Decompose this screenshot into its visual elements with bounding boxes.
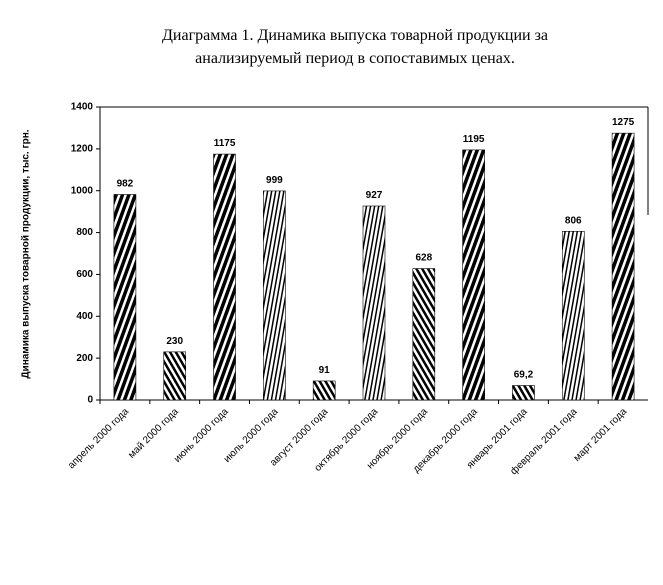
y-tick-label: 1400 [71,102,94,113]
x-tick-label: март 2001 года [572,406,630,464]
y-axis-label: Динамика выпуска товарной продукции, тыс… [21,129,32,378]
x-tick-label: май 2000 года [126,406,181,461]
x-tick-label: апрель 2000 года [66,406,131,471]
value-label: 806 [565,215,582,226]
y-tick-label: 200 [76,353,93,364]
value-label: 982 [117,178,134,189]
bar [412,268,436,401]
bar [561,231,585,401]
bar [312,380,336,401]
y-tick-label: 0 [87,395,93,406]
bar [462,149,485,401]
y-tick-label: 1200 [71,143,94,154]
bar [213,153,236,401]
value-label: 230 [166,336,183,347]
chart-title: анализируемый период в сопоставимых цена… [195,50,515,67]
value-label: 1275 [612,117,635,128]
value-label: 91 [319,365,331,376]
y-tick-label: 600 [76,269,93,280]
value-label: 927 [366,190,383,201]
bar [163,351,187,401]
value-label: 628 [415,253,432,264]
value-label: 999 [266,175,283,186]
y-tick-label: 800 [76,227,93,238]
bar [113,194,137,401]
y-tick-label: 400 [76,311,93,322]
value-label: 69,2 [514,370,534,381]
bar [362,205,386,401]
value-label: 1175 [214,138,236,149]
chart-title: Диаграмма 1. Динамика выпуска товарной п… [162,27,548,44]
y-tick-label: 1000 [71,185,94,196]
value-label: 1195 [463,134,485,145]
bar [611,132,635,401]
bar [512,385,535,401]
bar [263,190,286,401]
